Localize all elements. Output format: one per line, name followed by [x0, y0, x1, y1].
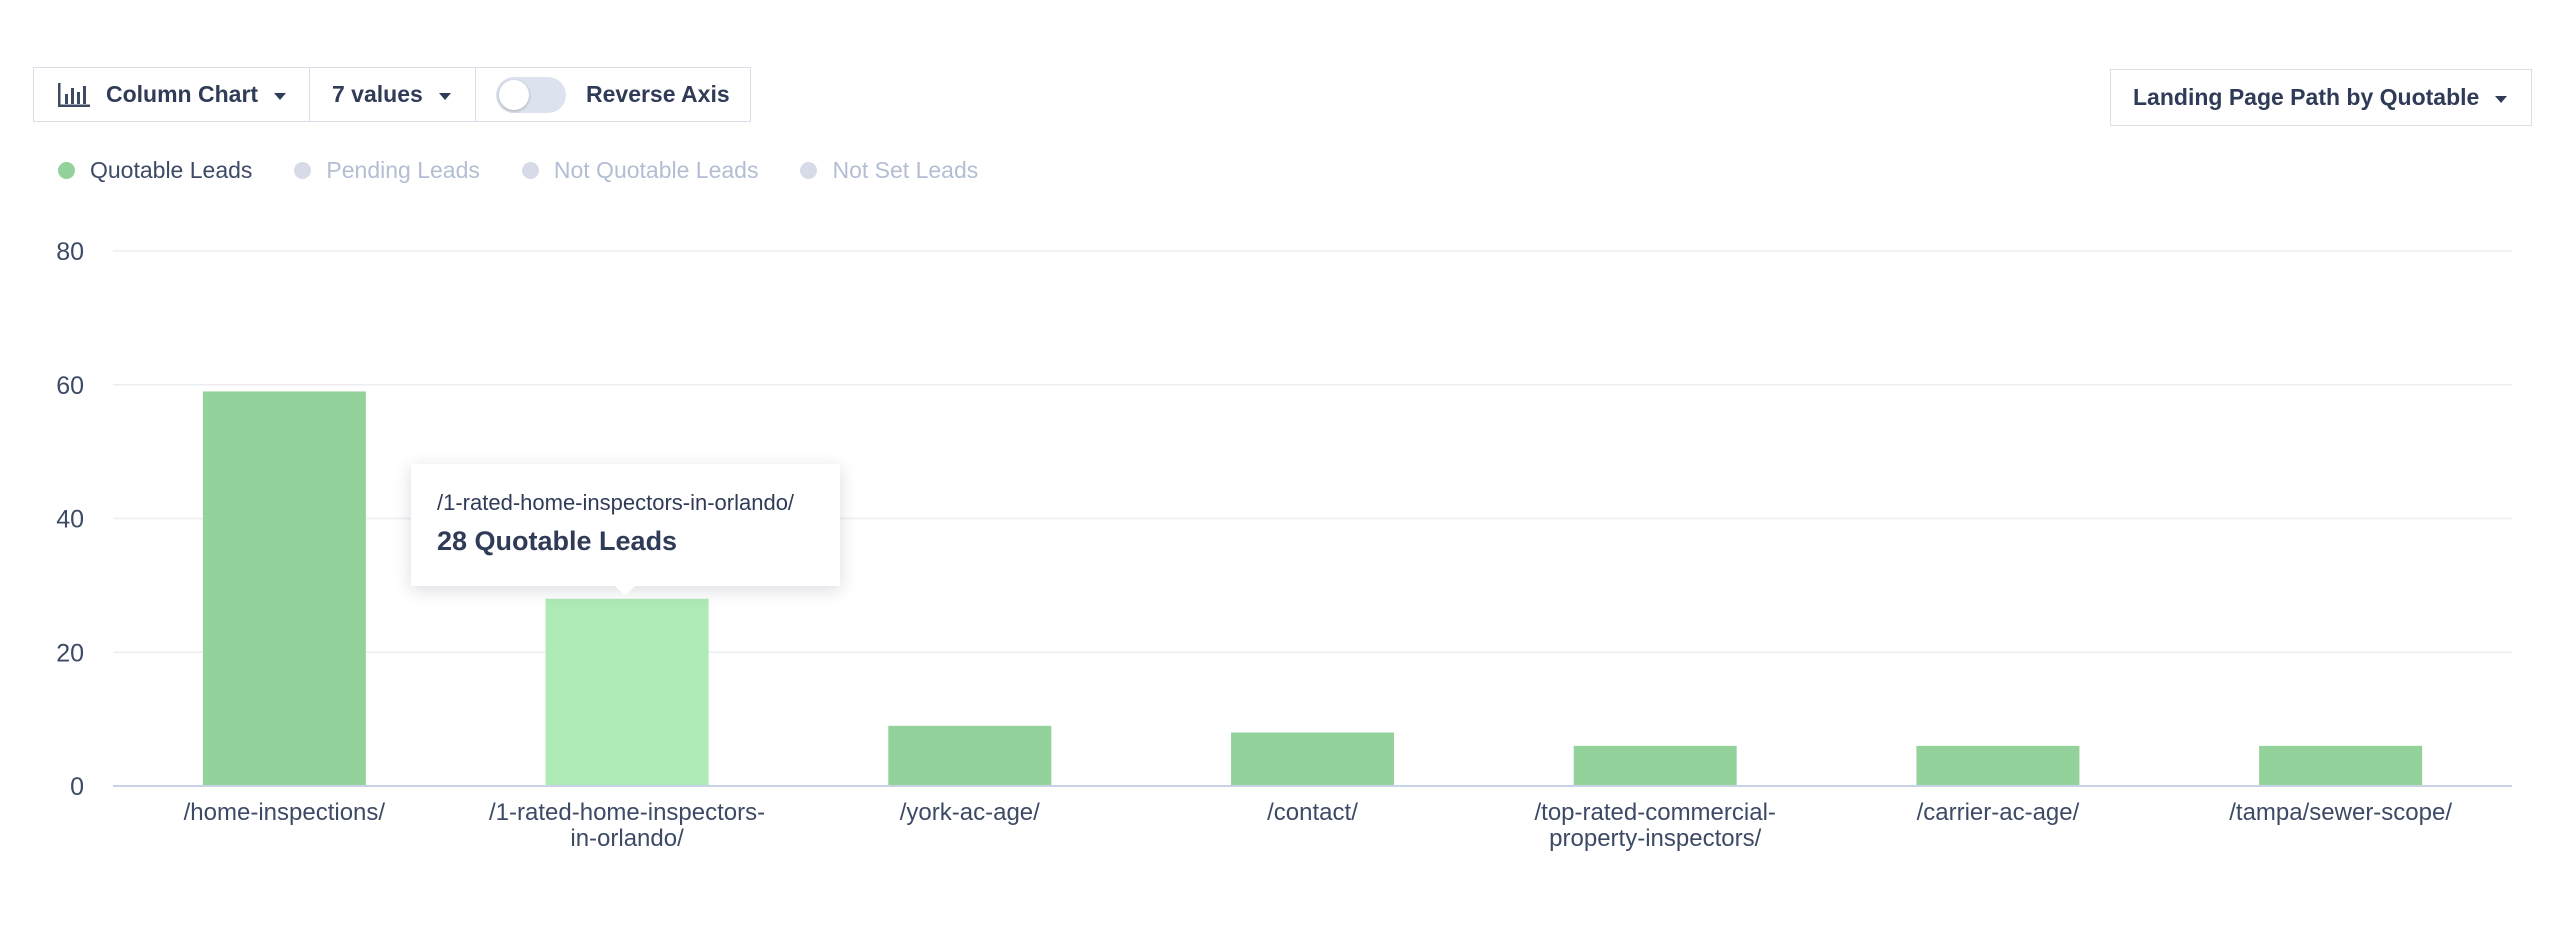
values-dropdown[interactable]: 7 values [309, 67, 476, 122]
y-tick-label: 80 [56, 238, 84, 266]
chevron-down-icon [274, 93, 287, 100]
bar[interactable] [1573, 745, 1737, 786]
bar[interactable] [888, 725, 1052, 786]
chart-type-dropdown[interactable]: Column Chart [33, 67, 310, 122]
x-tick-label: /contact/ [1267, 799, 1358, 826]
x-tick-label: property-inspectors/ [1549, 825, 1761, 852]
chevron-down-icon [438, 93, 451, 100]
x-tick-label: in-orlando/ [570, 825, 684, 852]
x-tick-label: /1-rated-home-inspectors- [489, 799, 765, 826]
reverse-axis-control: Reverse Axis [475, 67, 751, 122]
bar[interactable] [1231, 732, 1394, 787]
chart-legend: Quotable Leads Pending Leads Not Quotabl… [58, 157, 1020, 184]
bar-tooltip: /1-rated-home-inspectors-in-orlando/ 28 … [411, 464, 840, 596]
legend-dot [58, 162, 75, 179]
bar-chart-icon [58, 82, 90, 107]
tooltip-value: 28 Quotable Leads [437, 526, 678, 556]
reverse-axis-label: Reverse Axis [586, 81, 730, 107]
legend-item-not-set[interactable]: Not Set Leads [800, 157, 978, 184]
legend-dot [521, 162, 539, 179]
reverse-axis-toggle[interactable] [496, 76, 566, 113]
y-tick-label: 40 [56, 506, 84, 534]
legend-dot [800, 162, 818, 179]
legend-label: Not Set Leads [832, 157, 979, 183]
tooltip-path: /1-rated-home-inspectors-in-orlando/ [437, 490, 795, 515]
legend-item-not-quotable[interactable]: Not Quotable Leads [521, 157, 759, 184]
bar[interactable] [202, 391, 366, 786]
y-tick-label: 60 [56, 372, 84, 400]
legend-label: Not Quotable Leads [553, 157, 759, 183]
legend-dot [294, 162, 312, 179]
legend-item-quotable[interactable]: Quotable Leads [58, 157, 252, 184]
y-tick-label: 20 [56, 639, 84, 667]
legend-label: Quotable Leads [90, 157, 253, 183]
chart-toolbar: Column Chart 7 values Reverse Axis [33, 67, 751, 124]
toggle-knob [499, 79, 529, 110]
group-by-dropdown[interactable]: Landing Page Path by Quotable [2110, 69, 2532, 126]
y-tick-label: 0 [70, 773, 84, 801]
legend-label: Pending Leads [326, 157, 480, 183]
x-tick-label: /carrier-ac-age/ [1917, 799, 2080, 826]
x-tick-label: /home-inspections/ [184, 799, 386, 826]
bar[interactable] [1916, 745, 2080, 786]
chart-type-label: Column Chart [106, 81, 259, 107]
bar[interactable] [545, 598, 709, 786]
legend-item-pending[interactable]: Pending Leads [294, 157, 480, 184]
x-tick-label: /york-ac-age/ [900, 799, 1040, 826]
group-by-label: Landing Page Path by Quotable [2133, 84, 2480, 110]
x-tick-label: /tampa/sewer-scope/ [2229, 799, 2452, 826]
x-tick-label: /top-rated-commercial- [1535, 799, 1776, 826]
bar[interactable] [2259, 745, 2423, 786]
values-label: 7 values [332, 81, 423, 107]
chevron-down-icon [2495, 96, 2508, 103]
